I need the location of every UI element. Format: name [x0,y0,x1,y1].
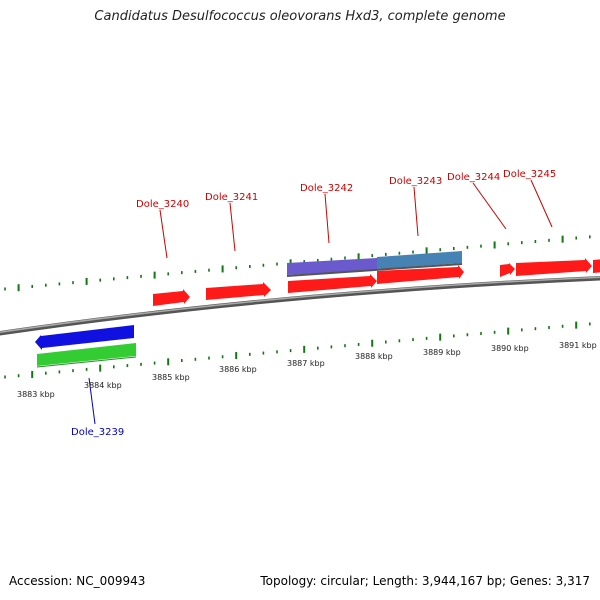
gene-label[interactable]: Dole_3244 [447,172,500,183]
reverse-gene-arrow[interactable] [35,325,134,350]
label-leader [159,209,168,259]
kbp-tick-label: 3886 kbp [219,365,257,374]
forward-gene-arrow[interactable] [377,265,464,284]
map-title: Candidatus Desulfococcus oleovorans Hxd3… [94,9,506,24]
forward-gene-arrow[interactable] [500,263,515,277]
gene-label[interactable]: Dole_3240 [136,199,189,210]
label-leader [530,179,553,228]
kbp-tick-label: 3888 kbp [355,352,393,361]
gene-label[interactable]: Dole_3241 [205,192,258,203]
kbp-tick-label: 3885 kbp [152,373,190,382]
label-leader [88,377,96,425]
label-leader [472,182,507,230]
forward-gene-arrow[interactable] [153,289,190,306]
gene-label[interactable]: Dole_3242 [300,183,353,194]
kbp-tick-label: 3891 kbp [559,341,597,350]
rna-gene-bar[interactable] [37,343,136,366]
gene-label[interactable]: Dole_3243 [389,176,442,187]
kbp-tick-label: 3890 kbp [491,344,529,353]
genome-summary-text: Topology: circular; Length: 3,944,167 bp… [260,574,590,588]
label-leader [413,186,419,237]
label-leader [229,202,236,252]
gene-label[interactable]: Dole_3239 [71,427,124,438]
kbp-tick-label: 3884 kbp [84,381,122,390]
kbp-tick-label: 3883 kbp [17,390,55,399]
kbp-tick-label: 3887 kbp [287,359,325,368]
forward-gene-arrow[interactable] [593,259,600,273]
forward-gene-arrow[interactable] [288,274,377,293]
forward-gene-arrow[interactable] [516,258,592,276]
inner-tick-ring [4,321,591,379]
forward-gene-arrow[interactable] [206,282,271,300]
label-leader [324,193,330,244]
gene-label[interactable]: Dole_3245 [503,169,556,180]
genome-backbone [0,275,600,336]
kbp-tick-label: 3889 kbp [423,348,461,357]
accession-text: Accession: NC_009943 [9,574,146,588]
